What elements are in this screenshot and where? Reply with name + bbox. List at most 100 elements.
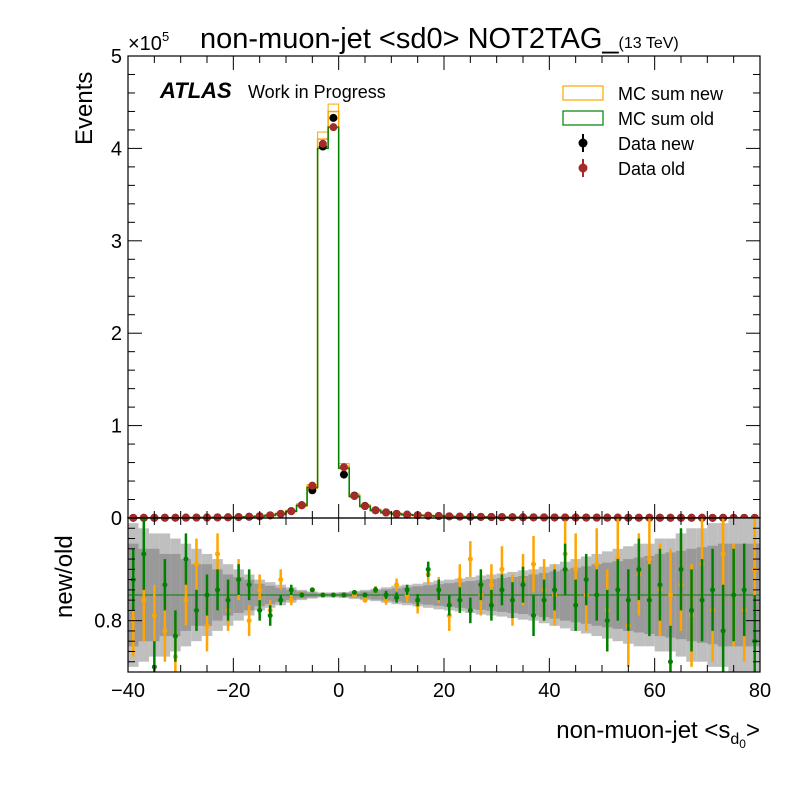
ratio-data-point: [162, 582, 168, 588]
data-old-point: [350, 492, 359, 501]
ratio-data-point: [678, 566, 684, 572]
ratio-data-point: [204, 592, 210, 598]
ratio-data-point: [741, 587, 747, 593]
chart-title: non-muon-jet <sd0> NOT2TAG_(13 TeV): [200, 23, 679, 55]
ratio-data-point: [731, 592, 737, 598]
legend-label-data-old: Data old: [618, 159, 685, 179]
y-axis-label-top: Events: [71, 72, 98, 145]
ratio-data-point: [689, 607, 695, 613]
ratio-data-point: [636, 566, 642, 572]
y-tick-label-bottom: 0.8: [94, 611, 122, 633]
data-old-point: [403, 510, 412, 519]
x-tick-label: 60: [644, 680, 666, 702]
ratio-data-point: [478, 582, 484, 588]
ratio-data-point: [541, 597, 547, 603]
ratio-data-point: [415, 597, 421, 603]
data-old-point: [318, 139, 327, 148]
ratio-mc-point: [467, 556, 473, 562]
y-tick-label-top: 4: [111, 138, 122, 160]
ratio-mc-point: [193, 561, 199, 567]
ratio-data-point: [467, 607, 473, 613]
ratio-mc-point: [162, 628, 168, 634]
ratio-mc-point: [278, 577, 284, 583]
data-old-point: [529, 513, 538, 522]
x-tick-label: 40: [538, 680, 560, 702]
ratio-mc-point: [204, 623, 210, 629]
ratio-mc-point: [720, 551, 726, 557]
ratio-data-point: [646, 597, 652, 603]
data-old-point: [371, 506, 380, 515]
legend: MC sum new MC sum old Data new Data old: [562, 84, 724, 179]
ratio-data-point: [604, 618, 610, 624]
data-old-point: [234, 513, 243, 522]
legend-marker-data-new: [578, 138, 588, 148]
ratio-data-point: [320, 592, 326, 598]
data-old-point: [224, 513, 233, 522]
ratio-data-point: [383, 592, 389, 598]
y-axis-label-bottom: new/old: [51, 535, 78, 618]
data-old-point: [339, 463, 348, 472]
ratio-data-point: [309, 587, 315, 593]
ratio-mc-point: [183, 597, 189, 603]
legend-label-data-new: Data new: [618, 134, 695, 154]
ratio-data-point: [341, 592, 347, 598]
y-tick-label-top: 3: [111, 231, 122, 253]
ratio-data-point: [531, 613, 537, 619]
ratio-mc-point: [151, 613, 157, 619]
data-new-point: [329, 113, 338, 122]
legend-swatch-mc-sum-old: [562, 110, 604, 126]
ratio-data-point: [594, 592, 600, 598]
data-old-point: [382, 508, 391, 517]
ratio-data-point: [509, 597, 515, 603]
data-old-point: [245, 512, 254, 521]
ratio-data-point: [552, 587, 558, 593]
legend-swatch-mc-sum-new: [562, 85, 604, 101]
ratio-data-point: [394, 595, 400, 601]
ratio-data-point: [193, 607, 199, 613]
ratio-data-point: [257, 607, 263, 613]
ratio-data-point: [520, 582, 526, 588]
y-tick-label-top: 1: [111, 416, 122, 438]
ratio-mc-point: [646, 556, 652, 562]
ratio-mc-point: [288, 597, 294, 603]
ratio-mc-point: [594, 561, 600, 567]
ratio-data-point: [499, 587, 505, 593]
ratio-data-point: [720, 628, 726, 634]
ratio-data-point: [657, 582, 663, 588]
ratio-mc-point: [573, 566, 579, 572]
atlas-sublabel: Work in Progress: [248, 82, 386, 102]
data-old-point: [297, 501, 306, 510]
ratio-data-point: [246, 582, 252, 588]
data-old-point: [361, 502, 369, 511]
legend-label-mc-sum-new: MC sum new: [618, 84, 724, 104]
ratio-data-point: [183, 556, 189, 562]
ratio-data-point: [573, 602, 579, 608]
data-old-point: [266, 511, 275, 520]
ratio-data-point: [699, 597, 705, 603]
ratio-mc-point: [394, 582, 400, 588]
x-tick-label: 20: [433, 680, 455, 702]
ratio-data-point: [236, 577, 242, 583]
ratio-data-point: [362, 592, 368, 598]
ratio-data-point: [404, 587, 410, 593]
ratio-data-point: [457, 597, 463, 603]
x-tick-label: −40: [111, 680, 145, 702]
data-old-point: [497, 513, 506, 522]
ratio-data-point: [710, 587, 716, 593]
ratio-data-point: [278, 597, 284, 603]
ratio-data-point: [615, 587, 621, 593]
data-old-point: [276, 509, 285, 518]
ratio-data-point: [425, 566, 431, 572]
ratio-mc-point: [457, 577, 463, 583]
data-old-point: [434, 512, 443, 521]
legend-marker-data-old: [578, 163, 588, 173]
ratio-data-point: [172, 633, 178, 639]
ratio-mc-point: [246, 618, 252, 624]
x-tick-label: 0: [333, 680, 344, 702]
ratio-data-point: [373, 587, 379, 593]
data-old-point: [487, 513, 496, 522]
ratio-data-point: [267, 613, 273, 619]
ratio-data-point: [488, 602, 494, 608]
ratio-data-point: [351, 589, 357, 595]
ratio-mc-point: [499, 566, 505, 572]
